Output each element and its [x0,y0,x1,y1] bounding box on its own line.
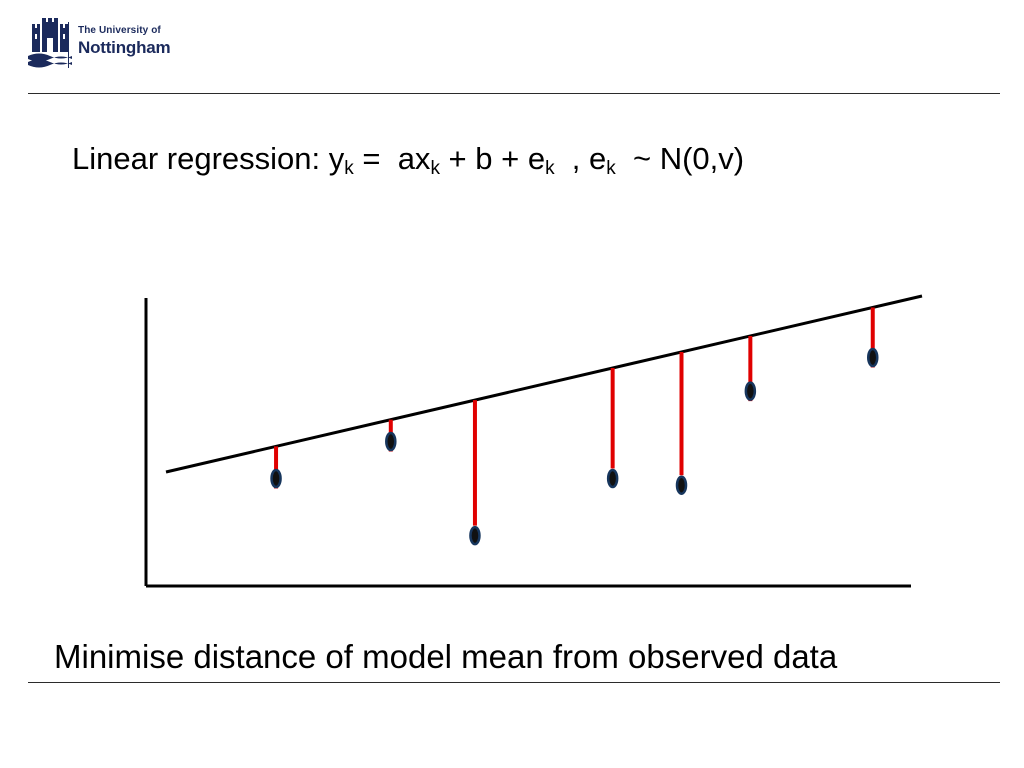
footer-divider [28,682,1000,683]
title-prefix: Linear regression: y [72,141,345,176]
regression-line [165,294,923,474]
logo-divider [68,22,69,68]
university-logo [28,18,198,70]
title-comma: , e [554,141,607,176]
title-sub-yk: k [344,158,354,179]
logo-line2: Nottingham [78,38,171,57]
slide-caption: Minimise distance of model mean from obs… [54,638,838,675]
data-point-3 [469,525,481,546]
slide-title: Linear regression: yk = axk + b + ek , e… [72,140,745,179]
header-divider [28,93,1000,94]
data-point-1 [270,468,282,489]
title-dist: ~ N(0,v) [615,141,745,176]
data-point-4 [606,468,619,489]
data-point-7 [867,347,879,368]
logo-wordmark: The University of Nottingham [78,25,171,57]
title-sub-xk: k [430,158,440,179]
data-point-6 [744,381,757,401]
data-point-group [270,347,879,546]
title-eq: = ax [353,141,431,176]
title-sub-ek2: k [606,158,616,179]
data-point-5 [675,475,688,495]
castle-crest-icon [28,18,72,68]
logo-line1: The University of [78,25,161,36]
residual-group [274,307,875,526]
title-sub-ek: k [545,158,555,179]
title-plus: + b + e [439,141,546,176]
data-point-2 [385,431,397,452]
